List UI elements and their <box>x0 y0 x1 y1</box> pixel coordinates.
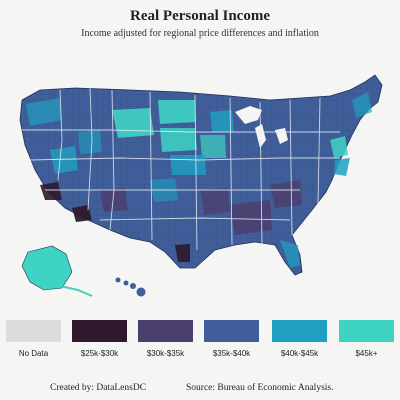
us-county-income-map <box>19 74 383 297</box>
legend-item-45k-plus: $45k+ <box>339 320 394 358</box>
legend-swatch <box>138 320 193 342</box>
legend-label: $30k-$35k <box>146 349 185 358</box>
legend: No Data $25k-$30k $30k-$35k $35k-$40k $4… <box>0 320 400 360</box>
legend-item-no-data: No Data <box>6 320 61 358</box>
legend-swatch <box>204 320 259 342</box>
legend-item-40k-45k: $40k-$45k <box>272 320 327 358</box>
legend-item-30k-35k: $30k-$35k <box>138 320 193 358</box>
legend-label: $40k-$45k <box>280 349 319 358</box>
legend-swatch <box>72 320 127 342</box>
state-borders <box>22 87 340 251</box>
hawaii <box>115 277 146 297</box>
credit-text: Created by: DataLensDC <box>50 383 147 393</box>
map-title: Real Personal Income <box>130 8 270 24</box>
legend-swatch <box>272 320 327 342</box>
legend-swatch <box>6 320 61 342</box>
legend-item-25k-30k: $25k-$30k <box>72 320 127 358</box>
lake-superior <box>235 106 262 124</box>
legend-label: $25k-$30k <box>80 349 119 358</box>
source-text: Source: Bureau of Economic Analysis. <box>186 383 334 393</box>
legend-swatch <box>339 320 394 342</box>
legend-label: No Data <box>18 349 49 358</box>
legend-item-35k-40k: $35k-$40k <box>204 320 259 358</box>
legend-label: $45k+ <box>355 349 378 358</box>
map-subtitle: Income adjusted for regional price diffe… <box>81 28 319 39</box>
alaska <box>21 245 73 291</box>
legend-label: $35k-$40k <box>212 349 251 358</box>
